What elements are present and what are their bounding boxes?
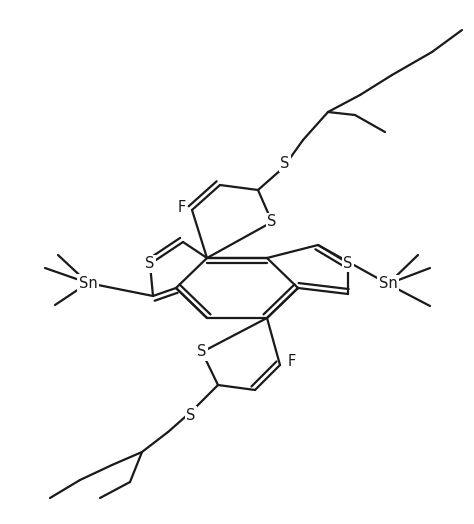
Text: S: S [343,256,353,270]
Text: Sn: Sn [379,277,397,291]
Text: F: F [288,355,296,369]
Text: S: S [146,257,155,271]
Text: Sn: Sn [79,276,97,290]
Text: F: F [178,201,186,215]
Text: S: S [197,344,207,359]
Text: S: S [267,214,277,230]
Text: S: S [280,156,290,170]
Text: S: S [186,408,196,422]
